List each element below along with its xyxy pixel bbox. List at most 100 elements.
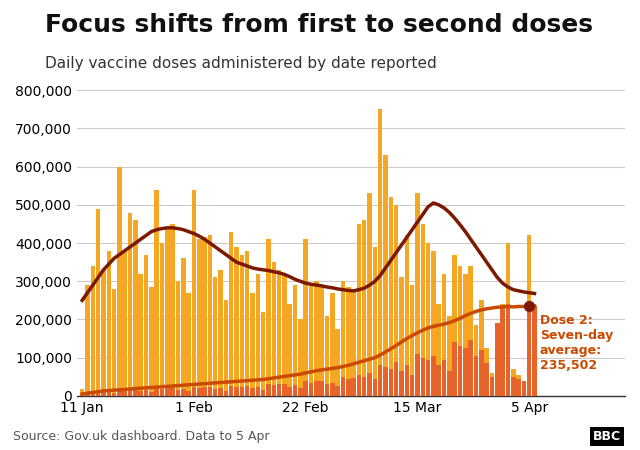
Bar [324,315,329,396]
Text: Dose 2:
Seven-day
average:
235,502: Dose 2: Seven-day average: 235,502 [540,314,613,372]
Bar [463,274,468,396]
Bar [346,287,351,396]
Bar [255,387,260,396]
Bar [133,389,138,396]
Bar [378,365,383,396]
Bar [170,224,175,396]
Bar [101,392,106,396]
Bar [213,389,218,396]
Bar [218,388,223,396]
Bar [340,281,345,396]
Bar [415,354,420,396]
Bar [452,342,457,396]
Bar [356,375,361,396]
Bar [298,320,303,396]
Bar [319,285,324,396]
Bar [239,387,244,396]
Bar [149,392,154,396]
Bar [404,365,409,396]
Bar [367,194,372,396]
Bar [436,365,441,396]
Bar [399,278,404,396]
Bar [436,304,441,396]
Bar [144,390,148,396]
Bar [229,232,234,396]
Bar [500,308,505,396]
Bar [303,381,308,396]
Bar [314,381,319,396]
Bar [277,270,282,396]
Bar [522,381,526,396]
Bar [154,388,159,396]
Bar [138,392,143,396]
Text: Daily vaccine doses administered by date reported: Daily vaccine doses administered by date… [45,56,436,71]
Bar [292,385,298,396]
Bar [91,266,95,396]
Bar [410,375,414,396]
Bar [495,323,500,396]
Bar [266,384,271,396]
Bar [191,189,196,396]
Bar [404,235,409,396]
Bar [479,350,484,396]
Bar [458,346,462,396]
Bar [271,262,276,396]
Bar [468,341,473,396]
Bar [165,388,170,396]
Bar [394,361,399,396]
Bar [112,289,116,396]
Bar [160,389,164,396]
Bar [399,371,404,396]
Bar [527,235,531,396]
Bar [85,285,90,396]
Bar [133,220,138,396]
Bar [308,382,313,396]
Bar [319,381,324,396]
Bar [362,220,367,396]
Bar [442,360,446,396]
Bar [170,387,175,396]
Bar [447,371,452,396]
Bar [532,306,537,396]
Bar [80,389,84,396]
Bar [154,189,159,396]
Bar [426,360,430,396]
Bar [500,304,505,396]
Bar [96,390,100,396]
Bar [245,251,250,396]
Bar [431,251,436,396]
Bar [255,274,260,396]
Bar [229,387,234,396]
Bar [532,327,537,396]
Bar [287,304,292,396]
Bar [122,251,127,396]
Bar [458,266,462,396]
Bar [223,391,228,396]
Bar [330,293,335,396]
Bar [452,255,457,396]
Text: Focus shifts from first to second doses: Focus shifts from first to second doses [45,14,593,37]
Bar [340,377,345,396]
Bar [287,387,292,396]
Bar [516,379,521,396]
Bar [372,379,377,396]
Bar [447,315,452,396]
Bar [91,392,95,396]
Bar [176,281,180,396]
Bar [96,209,100,396]
Bar [308,285,313,396]
Bar [474,325,478,396]
Bar [372,247,377,396]
Bar [420,224,425,396]
Bar [207,387,212,396]
Bar [128,212,132,396]
Bar [250,293,255,396]
Bar [490,377,494,396]
Bar [271,385,276,396]
Bar [378,109,383,396]
Bar [484,348,489,396]
Bar [218,270,223,396]
Bar [234,387,239,396]
Bar [351,378,356,396]
Bar [506,304,510,396]
